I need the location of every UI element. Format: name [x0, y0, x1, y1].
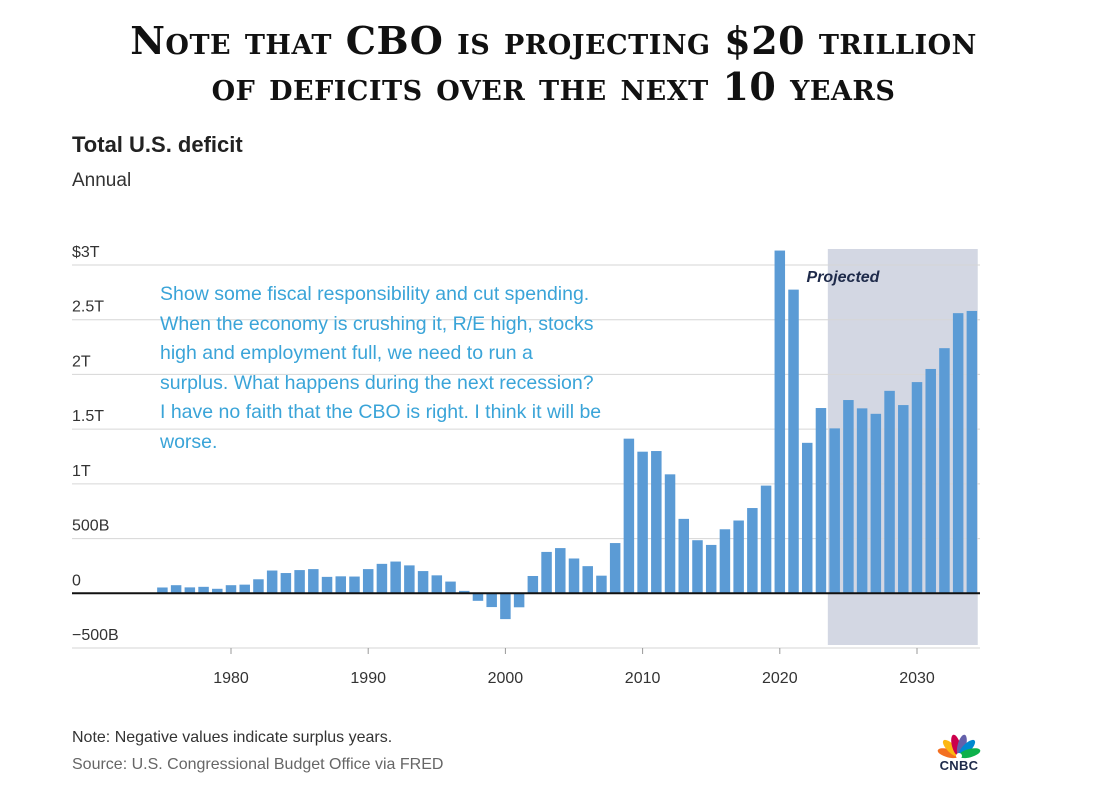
bar: [349, 576, 360, 594]
bar: [760, 485, 772, 594]
headline-line-1: Note that CBO is projecting $20 trillion: [130, 18, 977, 63]
bar: [692, 540, 703, 594]
bar: [239, 584, 250, 594]
headline: Note that CBO is projecting $20 trillion…: [0, 18, 1107, 110]
x-tick-label: 1980: [213, 670, 249, 687]
bar: [664, 474, 676, 594]
bar: [253, 579, 264, 594]
y-tick-label: $3T: [72, 244, 100, 261]
y-tick-label: 500B: [72, 518, 109, 535]
annotation-line: surplus. What happens during the next re…: [160, 371, 594, 394]
headline-line-2: of deficits over the next 10 years: [211, 64, 896, 109]
chart-title: Total U.S. deficit: [72, 132, 243, 157]
bar: [212, 588, 223, 594]
y-tick-label: 1T: [72, 463, 91, 480]
y-tick-label: 2.5T: [72, 299, 104, 316]
bar: [294, 570, 305, 594]
bar: [774, 250, 786, 594]
y-tick-label: −500B: [72, 627, 119, 644]
y-tick-label: 0: [72, 572, 81, 589]
bar: [280, 573, 292, 594]
bar: [390, 561, 401, 594]
x-tick-label: 2020: [762, 670, 798, 687]
bar: [170, 585, 182, 594]
bar: [527, 575, 539, 594]
bar: [500, 593, 511, 620]
x-tick-label: 2010: [625, 670, 661, 687]
bar: [404, 565, 415, 594]
annotation-line: I have no faith that the CBO is right. I…: [160, 401, 602, 423]
y-tick-label: 2T: [72, 353, 91, 370]
bar: [801, 442, 813, 594]
bar: [939, 348, 950, 594]
bar: [678, 518, 690, 594]
annotation-line: When the economy is crushing it, R/E hig…: [160, 312, 594, 335]
projected-label: Projected: [807, 269, 881, 286]
bar: [157, 587, 168, 594]
cnbc-logo-text: CNBC: [939, 758, 979, 773]
bar: [582, 566, 593, 594]
x-tick-label: 2000: [488, 670, 524, 687]
chart-source: Source: U.S. Congressional Budget Office…: [72, 756, 444, 773]
bar: [609, 543, 621, 594]
bar: [898, 405, 909, 594]
bar: [541, 551, 552, 594]
bar: [568, 558, 580, 594]
annotation-line: Show some fiscal responsibility and cut …: [160, 283, 590, 305]
deficit-bar-chart: Projected $3T 2.5T 2T 1.5T 1T 500B 0 −500B 1980 19…: [72, 244, 980, 687]
bar: [623, 438, 635, 594]
bar: [513, 593, 525, 608]
x-tick-label: 1990: [350, 670, 386, 687]
bar: [431, 575, 443, 594]
annotation-comment: Show some fiscal responsibility and cut …: [160, 280, 720, 457]
bar: [596, 575, 607, 594]
bar: [486, 593, 497, 608]
bar: [870, 413, 882, 594]
bar: [335, 576, 347, 594]
bar: [321, 576, 333, 594]
bar: [788, 289, 799, 594]
bar: [198, 586, 209, 594]
bar: [472, 593, 484, 601]
bar: [733, 520, 744, 594]
bar: [362, 569, 374, 594]
bar: [952, 313, 964, 594]
bar: [705, 544, 717, 594]
bar: [856, 408, 868, 594]
x-tick-label: 2030: [899, 670, 935, 687]
bar: [747, 508, 758, 594]
bar: [266, 570, 278, 594]
bar: [225, 585, 237, 594]
annotation-line: worse.: [160, 430, 218, 453]
bar: [911, 382, 923, 594]
chart-subtitle: Annual: [72, 170, 132, 191]
bar: [843, 400, 854, 594]
cnbc-peacock-logo-icon: [937, 734, 981, 759]
bar: [829, 428, 840, 594]
bar: [966, 310, 978, 594]
bar: [184, 587, 196, 594]
bar: [637, 451, 648, 594]
bar: [815, 408, 827, 594]
bar: [458, 590, 470, 594]
chart-note: Note: Negative values indicate surplus y…: [72, 729, 393, 746]
bar: [719, 529, 731, 594]
bar: [884, 390, 895, 594]
bar: [651, 451, 662, 594]
bar: [555, 548, 566, 594]
bar: [925, 368, 936, 594]
bar: [376, 563, 388, 594]
bar: [308, 569, 319, 594]
y-tick-label: 1.5T: [72, 408, 104, 425]
bar: [417, 571, 429, 594]
annotation-line: high and employment full, we need to run…: [160, 342, 533, 364]
bar: [445, 581, 456, 594]
